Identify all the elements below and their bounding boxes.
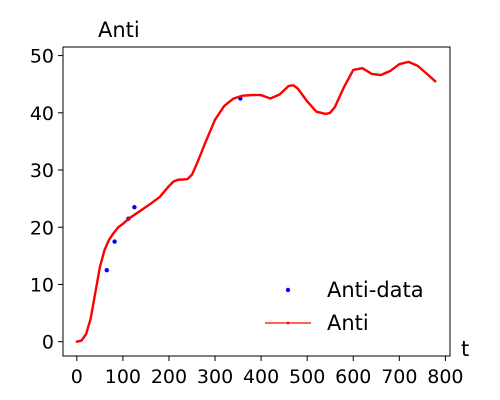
x-tick-label: 800	[427, 366, 463, 388]
y-tick-label: 40	[30, 103, 54, 125]
legend: Anti-data Anti	[265, 278, 424, 335]
legend-marker-anti	[286, 321, 290, 325]
x-tick-label: 0	[71, 366, 83, 388]
y-axis: 0 10 20 30 40 50	[30, 46, 63, 354]
data-point-anti-data	[104, 267, 109, 273]
y-tick-label: 50	[30, 46, 54, 68]
chart-title: Anti	[98, 18, 140, 42]
x-tick-label: 700	[381, 366, 417, 388]
y-tick-label: 20	[30, 217, 54, 239]
y-tick-label: 10	[30, 274, 54, 296]
plot-area	[75, 60, 437, 343]
x-tick-label: 300	[197, 366, 233, 388]
legend-label-anti: Anti	[327, 311, 369, 335]
plot-frame	[62, 46, 451, 357]
x-tick-label: 400	[243, 366, 279, 388]
data-point-anti-data	[112, 239, 117, 244]
y-tick-label: 30	[30, 160, 54, 182]
y-tick-label: 0	[42, 332, 54, 354]
x-tick-label: 100	[105, 366, 141, 388]
legend-label-anti-data: Anti-data	[327, 278, 424, 302]
series-line-anti	[75, 60, 437, 343]
x-axis-label: t	[461, 337, 469, 361]
x-tick-label: 200	[151, 366, 187, 388]
x-axis: 0 100 200 300 400 500 600 700 800	[71, 356, 464, 388]
x-tick-label: 600	[335, 366, 371, 388]
x-tick-label: 500	[289, 366, 325, 388]
data-point-anti-data	[132, 205, 137, 210]
legend-marker-anti-data	[285, 287, 291, 293]
